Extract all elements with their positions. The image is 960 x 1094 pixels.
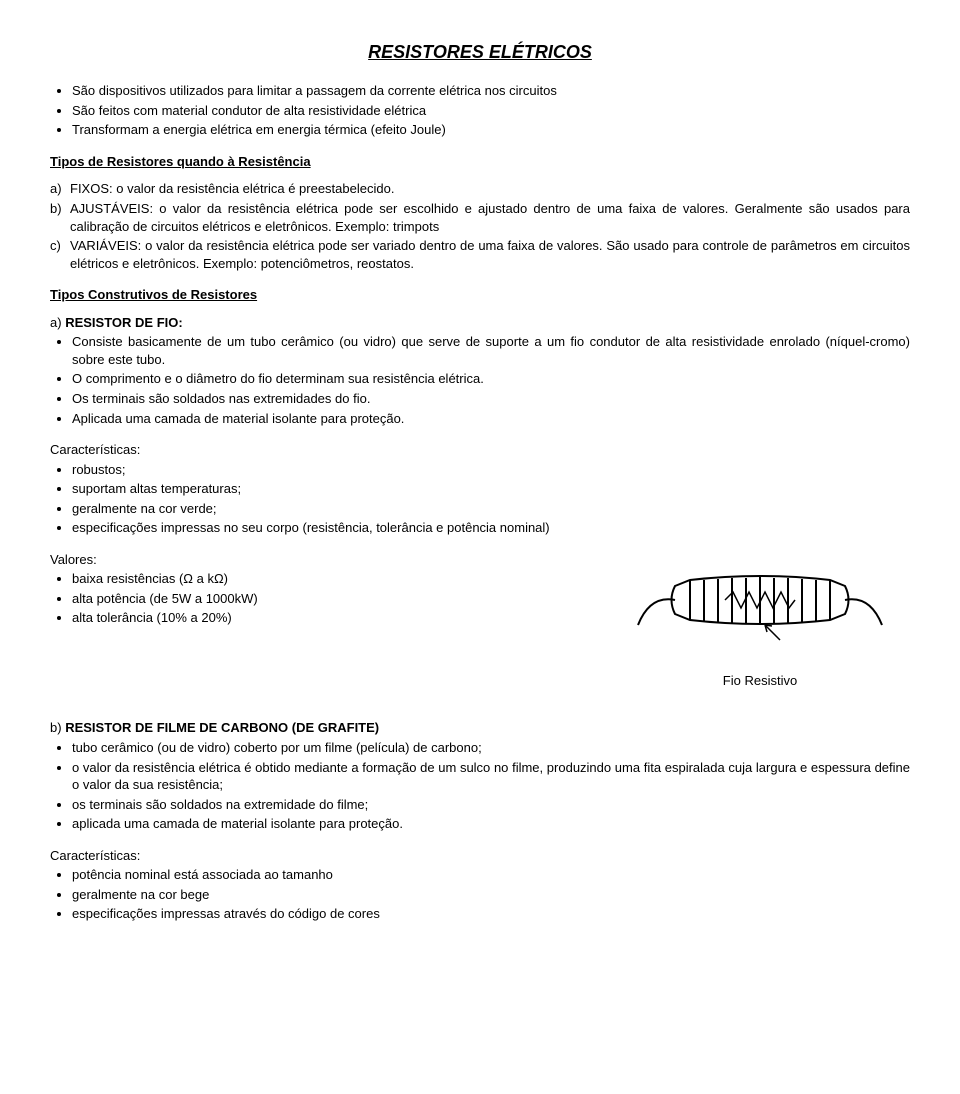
list-item: potência nominal está associada ao taman…: [72, 866, 910, 884]
section-b-bullets: tubo cerâmico (ou de vidro) coberto por …: [50, 739, 910, 833]
section-b-char-label: Características:: [50, 847, 910, 865]
intro-item: São feitos com material condutor de alta…: [72, 102, 910, 120]
section-a-title: RESISTOR DE FIO:: [65, 315, 183, 330]
section-b-chars: potência nominal está associada ao taman…: [50, 866, 910, 923]
list-item: alta potência (de 5W a 1000kW): [72, 590, 258, 608]
list-item: especificações impressas no seu corpo (r…: [72, 519, 910, 537]
resistor-icon: [630, 570, 890, 665]
intro-item: São dispositivos utilizados para limitar…: [72, 82, 910, 100]
list-item: alta tolerância (10% a 20%): [72, 609, 258, 627]
list-item: geralmente na cor bege: [72, 886, 910, 904]
section-a-char-label: Características:: [50, 441, 910, 459]
section-a-chars: robustos; suportam altas temperaturas; g…: [50, 461, 910, 537]
list-item: o valor da resistência elétrica é obtido…: [72, 759, 910, 794]
list-item: especificações impressas através do códi…: [72, 905, 910, 923]
section-b-letter: b): [50, 720, 62, 735]
section-a-letter: a): [50, 315, 62, 330]
list-item: tubo cerâmico (ou de vidro) coberto por …: [72, 739, 910, 757]
section-a-val-label: Valores:: [50, 551, 910, 569]
types-list: a) FIXOS: o valor da resistência elétric…: [50, 180, 910, 272]
section-a-bullets: Consiste basicamente de um tubo cerâmico…: [50, 333, 910, 427]
resistor-figure-label: Fio Resistivo: [630, 672, 890, 690]
list-item: O comprimento e o diâmetro do fio determ…: [72, 370, 910, 388]
type-text: FIXOS: o valor da resistência elétrica é…: [70, 180, 910, 198]
list-item: Aplicada uma camada de material isolante…: [72, 410, 910, 428]
list-item: baixa resistências (Ω a kΩ): [72, 570, 258, 588]
types-heading: Tipos de Resistores quando à Resistência: [50, 153, 910, 171]
type-item: b) AJUSTÁVEIS: o valor da resistência el…: [50, 200, 910, 235]
type-letter: c): [50, 237, 70, 272]
type-item: a) FIXOS: o valor da resistência elétric…: [50, 180, 910, 198]
section-b-title: RESISTOR DE FILME DE CARBONO (DE GRAFITE…: [65, 720, 379, 735]
intro-list: São dispositivos utilizados para limitar…: [50, 82, 910, 139]
page-title: RESISTORES ELÉTRICOS: [50, 40, 910, 64]
intro-item: Transformam a energia elétrica em energi…: [72, 121, 910, 139]
type-letter: a): [50, 180, 70, 198]
type-item: c) VARIÁVEIS: o valor da resistência elé…: [50, 237, 910, 272]
resistor-figure: Fio Resistivo: [630, 570, 890, 689]
type-text: VARIÁVEIS: o valor da resistência elétri…: [70, 237, 910, 272]
list-item: geralmente na cor verde;: [72, 500, 910, 518]
type-text: AJUSTÁVEIS: o valor da resistência elétr…: [70, 200, 910, 235]
section-b-head: b) RESISTOR DE FILME DE CARBONO (DE GRAF…: [50, 719, 910, 737]
constructive-heading: Tipos Construtivos de Resistores: [50, 286, 910, 304]
list-item: Consiste basicamente de um tubo cerâmico…: [72, 333, 910, 368]
list-item: suportam altas temperaturas;: [72, 480, 910, 498]
list-item: Os terminais são soldados nas extremidad…: [72, 390, 910, 408]
list-item: aplicada uma camada de material isolante…: [72, 815, 910, 833]
section-a-head: a) RESISTOR DE FIO:: [50, 314, 910, 332]
type-letter: b): [50, 200, 70, 235]
section-a-vals: baixa resistências (Ω a kΩ) alta potênci…: [50, 570, 258, 629]
list-item: robustos;: [72, 461, 910, 479]
list-item: os terminais são soldados na extremidade…: [72, 796, 910, 814]
values-row: baixa resistências (Ω a kΩ) alta potênci…: [50, 570, 910, 689]
